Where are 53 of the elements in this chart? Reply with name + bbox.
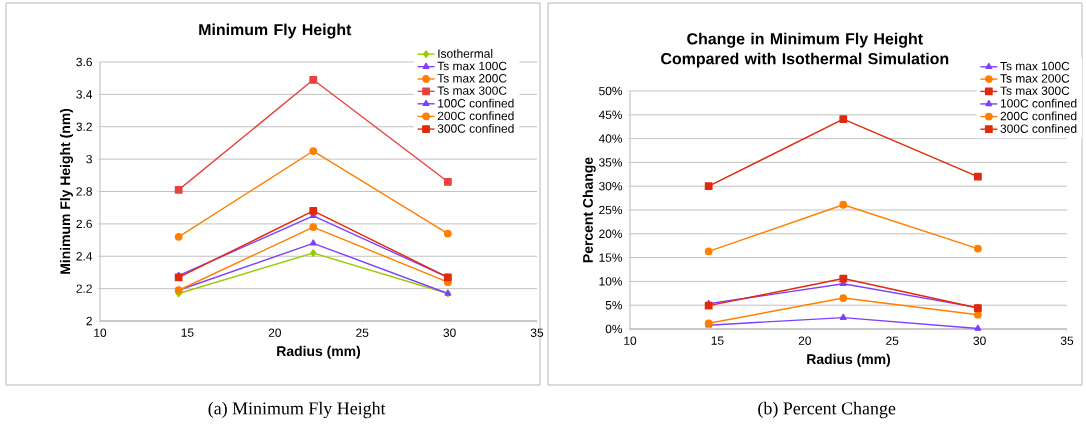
legend-label: 100C confined bbox=[438, 98, 514, 108]
y-tick-label: 3.4 bbox=[76, 90, 93, 99]
legend-label: Ts max 200C bbox=[437, 74, 507, 83]
x-axis-title: Radius (mm) bbox=[277, 345, 361, 359]
y-tick-label: 50% bbox=[599, 86, 623, 96]
y-tick-label: 2 bbox=[86, 316, 92, 326]
x-tick-label: 20 bbox=[798, 336, 811, 345]
legend-label: 300C confined bbox=[437, 124, 514, 133]
y-tick-label: 0% bbox=[605, 324, 623, 334]
x-tick-label: 10 bbox=[624, 336, 637, 345]
y-tick-label: 20% bbox=[599, 229, 623, 239]
chart-title: Change in Minimum Fly Height Compared with Isothermal Simulation bbox=[661, 32, 949, 68]
y-tick-label: 2.4 bbox=[76, 252, 93, 261]
text: (b) Percent Change bbox=[758, 401, 896, 419]
x-tick-label: 30 bbox=[973, 336, 986, 345]
y-tick-label: 10% bbox=[599, 277, 623, 286]
x-tick-label: 25 bbox=[886, 336, 899, 345]
chart-title: Minimum Fly Height bbox=[199, 23, 352, 39]
x-tick-label: 15 bbox=[711, 336, 724, 345]
y-tick-label: 15% bbox=[599, 253, 623, 262]
y-tick-label: 30% bbox=[599, 181, 623, 191]
y-tick-label: 3.6 bbox=[76, 57, 92, 67]
legend-label: Ts max 100C bbox=[1000, 61, 1070, 71]
y-tick-label: 35% bbox=[599, 158, 623, 167]
legend-label: 300C confined bbox=[1000, 124, 1077, 133]
legend-label: Ts max 200C bbox=[1000, 74, 1070, 83]
y-tick-label: 3 bbox=[86, 154, 92, 164]
x-tick-label: 10 bbox=[94, 328, 107, 337]
legend-label: Ts max 100C bbox=[437, 61, 507, 71]
y-tick-label: 45% bbox=[598, 110, 623, 119]
legend-label: 100C confined bbox=[1000, 98, 1077, 108]
x-tick-label: 35 bbox=[1060, 336, 1074, 345]
legend-label: Ts max 300C bbox=[1000, 86, 1070, 95]
x-tick-label: 35 bbox=[530, 328, 544, 337]
legend-label: Ts max 300C bbox=[437, 86, 507, 95]
x-tick-label: 25 bbox=[356, 328, 369, 337]
y-tick-label: 3.2 bbox=[76, 122, 92, 131]
y-tick-label: 25% bbox=[599, 205, 623, 215]
legend-label: 200C confined bbox=[1000, 111, 1077, 121]
y-tick-label: 2.2 bbox=[76, 284, 92, 293]
text: (a) Minimum Fly Height bbox=[208, 401, 386, 419]
x-tick-label: 20 bbox=[268, 328, 281, 337]
y-axis-title: Minimum Fly Height (nm) bbox=[59, 108, 74, 274]
legend-label: Isothermal bbox=[438, 49, 493, 58]
y-axis-title: Percent Change bbox=[582, 157, 596, 263]
y-tick-label: 40% bbox=[598, 134, 623, 143]
y-tick-label: 2.8 bbox=[76, 187, 92, 196]
x-tick-label: 30 bbox=[443, 328, 456, 337]
y-tick-label: 2.6 bbox=[76, 219, 92, 229]
x-axis-title: Radius (mm) bbox=[807, 353, 891, 367]
y-tick-label: 5% bbox=[605, 300, 623, 310]
legend-label: 200C confined bbox=[437, 111, 514, 121]
x-tick-label: 15 bbox=[181, 328, 194, 337]
